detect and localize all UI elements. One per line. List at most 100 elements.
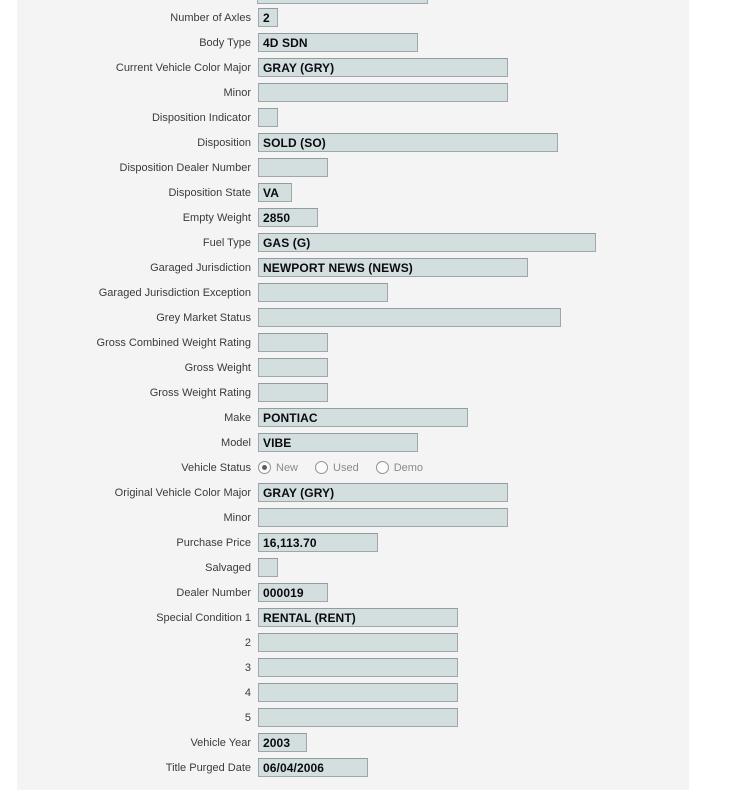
input-5[interactable] bbox=[258, 708, 458, 727]
radio-option-new[interactable]: New bbox=[258, 461, 298, 474]
field-label-model: Model bbox=[221, 436, 251, 449]
input-3[interactable] bbox=[258, 658, 458, 677]
input-value-dealer-number: 000019 bbox=[263, 585, 304, 600]
radio-option-used[interactable]: Used bbox=[315, 461, 359, 474]
field-label-garaged-jurisdiction-exception: Garaged Jurisdiction Exception bbox=[98, 286, 251, 299]
partial-field-top[interactable] bbox=[257, 0, 428, 4]
field-row-vehicle-year: Vehicle Year 2003 bbox=[17, 730, 689, 755]
field-label-garaged-jurisdiction: Garaged Jurisdiction bbox=[150, 261, 251, 274]
field-label-gross-combined-weight-rating: Gross Combined Weight Rating bbox=[96, 336, 251, 349]
input-minor[interactable] bbox=[258, 83, 508, 102]
field-row-garaged-jurisdiction-exception: Garaged Jurisdiction Exception bbox=[17, 280, 689, 305]
input-garaged-jurisdiction-exception[interactable] bbox=[258, 283, 388, 302]
input-value-empty-weight: 2850 bbox=[263, 210, 291, 225]
input-body-type[interactable]: 4D SDN bbox=[258, 33, 418, 52]
radio-icon-used[interactable] bbox=[315, 461, 329, 474]
input-value-model: VIBE bbox=[263, 435, 292, 450]
field-row-2: 2 bbox=[17, 630, 689, 655]
field-row-grey-market-status: Grey Market Status bbox=[17, 305, 689, 330]
input-dealer-number[interactable]: 000019 bbox=[258, 583, 328, 602]
input-purchase-price[interactable]: 16,113.70 bbox=[258, 533, 378, 552]
field-label-disposition-dealer-number: Disposition Dealer Number bbox=[119, 161, 251, 174]
field-row-number-of-axles: Number of Axles 2 bbox=[17, 5, 689, 30]
field-label-empty-weight: Empty Weight bbox=[182, 211, 251, 224]
input-value-title-purged-date: 06/04/2006 bbox=[263, 760, 325, 775]
field-row-garaged-jurisdiction: Garaged Jurisdiction NEWPORT NEWS (NEWS) bbox=[17, 255, 689, 280]
input-vehicle-year[interactable]: 2003 bbox=[258, 733, 307, 752]
input-make[interactable]: PONTIAC bbox=[258, 408, 468, 427]
field-label-gross-weight: Gross Weight bbox=[184, 361, 251, 374]
input-disposition-state[interactable]: VA bbox=[258, 183, 292, 202]
input-model[interactable]: VIBE bbox=[258, 433, 418, 452]
input-value-disposition: SOLD (SO) bbox=[263, 135, 326, 150]
field-row-purchase-price: Purchase Price 16,113.70 bbox=[17, 530, 689, 555]
input-fuel-type[interactable]: GAS (G) bbox=[258, 233, 596, 252]
input-garaged-jurisdiction[interactable]: NEWPORT NEWS (NEWS) bbox=[258, 258, 528, 277]
radio-group-vehicle-status: New Used Demo bbox=[258, 461, 440, 474]
field-label-vehicle-status: Vehicle Status bbox=[181, 461, 251, 474]
field-label-special-condition-1: Special Condition 1 bbox=[156, 611, 251, 624]
field-row-fuel-type: Fuel Type GAS (G) bbox=[17, 230, 689, 255]
field-label-3: 3 bbox=[244, 661, 251, 674]
input-value-make: PONTIAC bbox=[263, 410, 318, 425]
input-value-body-type: 4D SDN bbox=[263, 35, 308, 50]
field-label-5: 5 bbox=[244, 711, 251, 724]
field-row-dealer-number: Dealer Number 000019 bbox=[17, 580, 689, 605]
field-label-dealer-number: Dealer Number bbox=[176, 586, 251, 599]
field-row-empty-weight: Empty Weight 2850 bbox=[17, 205, 689, 230]
field-label-current-vehicle-color-major: Current Vehicle Color Major bbox=[115, 61, 251, 74]
field-label-salvaged: Salvaged bbox=[205, 561, 251, 574]
input-special-condition-1[interactable]: RENTAL (RENT) bbox=[258, 608, 458, 627]
field-label-minor: Minor bbox=[223, 511, 251, 524]
input-gross-weight[interactable] bbox=[258, 358, 328, 377]
field-row-original-vehicle-color-major: Original Vehicle Color Major GRAY (GRY) bbox=[17, 480, 689, 505]
input-value-current-vehicle-color-major: GRAY (GRY) bbox=[263, 60, 335, 75]
input-empty-weight[interactable]: 2850 bbox=[258, 208, 318, 227]
field-row-make: Make PONTIAC bbox=[17, 405, 689, 430]
field-label-number-of-axles: Number of Axles bbox=[170, 11, 251, 24]
input-disposition-dealer-number[interactable] bbox=[258, 158, 328, 177]
input-gross-combined-weight-rating[interactable] bbox=[258, 333, 328, 352]
radio-option-demo[interactable]: Demo bbox=[375, 461, 423, 474]
input-grey-market-status[interactable] bbox=[258, 308, 561, 327]
field-row-model: Model VIBE bbox=[17, 430, 689, 455]
vehicle-details-panel: Number of Axles 2 Body Type 4D SDN Current V… bbox=[17, 0, 689, 790]
field-label-original-vehicle-color-major: Original Vehicle Color Major bbox=[114, 486, 251, 499]
field-row-gross-weight-rating: Gross Weight Rating bbox=[17, 380, 689, 405]
input-value-special-condition-1: RENTAL (RENT) bbox=[263, 610, 356, 625]
field-row-salvaged: Salvaged bbox=[17, 555, 689, 580]
input-gross-weight-rating[interactable] bbox=[258, 383, 328, 402]
input-value-garaged-jurisdiction: NEWPORT NEWS (NEWS) bbox=[263, 260, 413, 275]
field-label-4: 4 bbox=[244, 686, 251, 699]
field-label-vehicle-year: Vehicle Year bbox=[190, 736, 251, 749]
field-label-grey-market-status: Grey Market Status bbox=[156, 311, 251, 324]
field-label-disposition-indicator: Disposition Indicator bbox=[151, 111, 251, 124]
field-label-minor: Minor bbox=[223, 86, 251, 99]
radio-label-new: New bbox=[276, 461, 299, 474]
field-row-3: 3 bbox=[17, 655, 689, 680]
form-rows: Number of Axles 2 Body Type 4D SDN Current V… bbox=[17, 5, 689, 780]
field-label-gross-weight-rating: Gross Weight Rating bbox=[149, 386, 251, 399]
field-row-vehicle-status: Vehicle Status New Used Demo bbox=[17, 455, 689, 480]
radio-label-used: Used bbox=[333, 461, 359, 474]
input-salvaged[interactable] bbox=[258, 558, 278, 577]
input-disposition-indicator[interactable] bbox=[258, 108, 278, 127]
input-minor[interactable] bbox=[258, 508, 508, 527]
radio-icon-demo[interactable] bbox=[375, 461, 389, 474]
field-row-disposition: Disposition SOLD (SO) bbox=[17, 130, 689, 155]
input-value-number-of-axles: 2 bbox=[263, 10, 270, 25]
input-current-vehicle-color-major[interactable]: GRAY (GRY) bbox=[258, 58, 508, 77]
input-disposition[interactable]: SOLD (SO) bbox=[258, 133, 558, 152]
input-title-purged-date[interactable]: 06/04/2006 bbox=[258, 758, 368, 777]
field-label-purchase-price: Purchase Price bbox=[176, 536, 251, 549]
field-label-body-type: Body Type bbox=[199, 36, 251, 49]
input-number-of-axles[interactable]: 2 bbox=[258, 8, 278, 27]
input-value-original-vehicle-color-major: GRAY (GRY) bbox=[263, 485, 335, 500]
radio-icon-new[interactable] bbox=[258, 461, 271, 474]
input-2[interactable] bbox=[258, 633, 458, 652]
input-4[interactable] bbox=[258, 683, 458, 702]
field-row-minor: Minor bbox=[17, 505, 689, 530]
field-label-disposition-state: Disposition State bbox=[168, 186, 251, 199]
input-original-vehicle-color-major[interactable]: GRAY (GRY) bbox=[258, 483, 508, 502]
field-label-2: 2 bbox=[244, 636, 251, 649]
